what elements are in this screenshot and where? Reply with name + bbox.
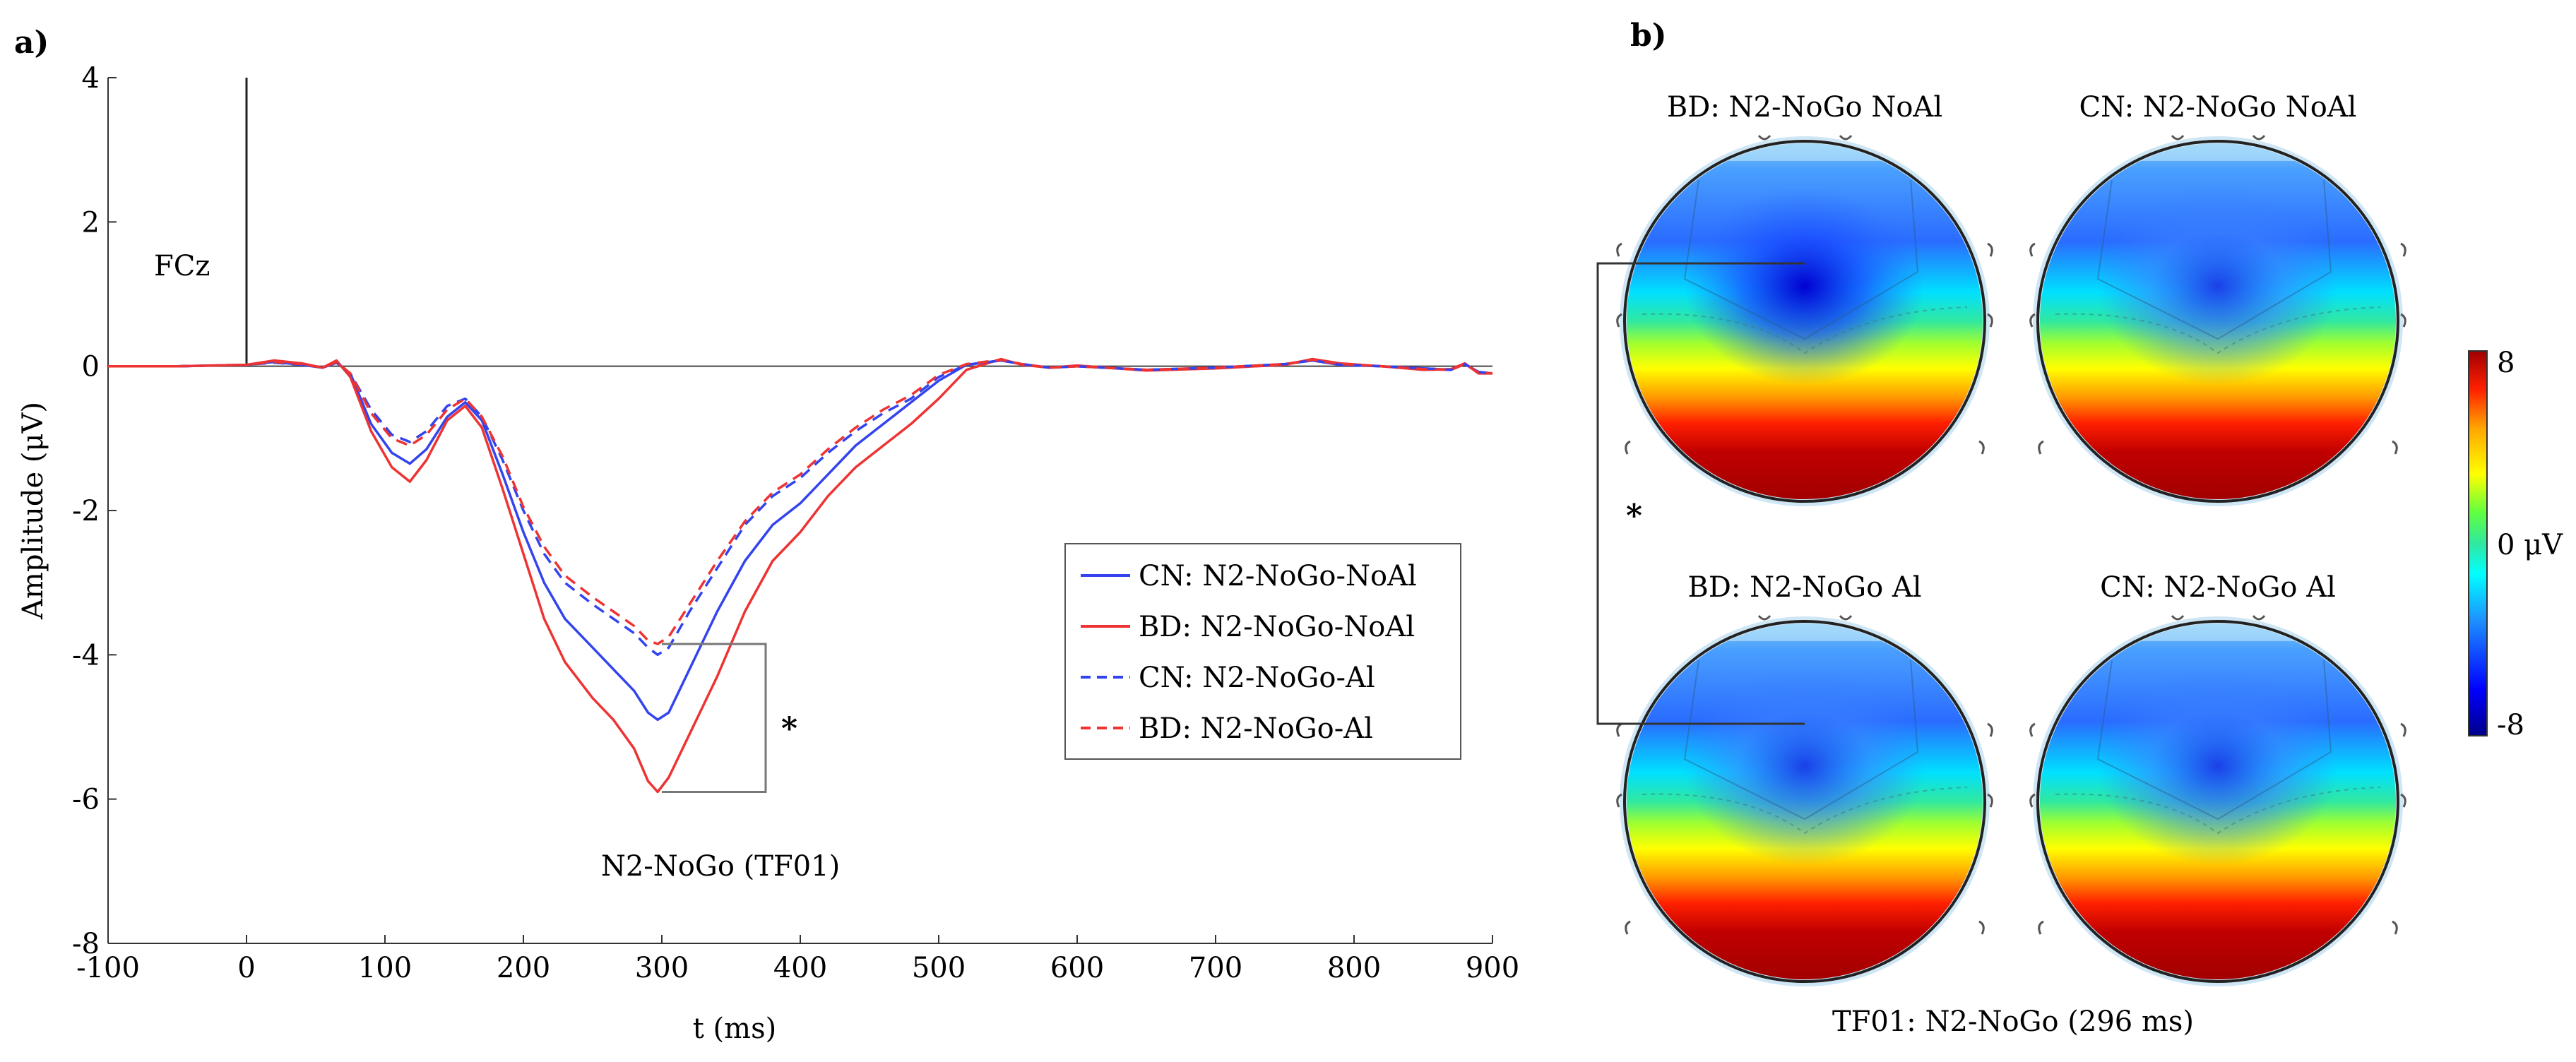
contour-line — [1683, 660, 1919, 821]
topomap-significance-bracket — [1596, 262, 1805, 725]
series-line-4 — [108, 358, 1492, 645]
x-tick-label: 900 — [1466, 952, 1519, 984]
x-tick-label: 0 — [237, 952, 255, 984]
legend-box — [1064, 543, 1461, 760]
contour-line — [2096, 660, 2332, 821]
topomap-title-2: CN: N2-NoGo NoAl — [2079, 91, 2357, 124]
contour-line — [2055, 306, 2381, 354]
x-tick-label: -100 — [76, 952, 140, 984]
contour-line — [1642, 306, 1968, 354]
significance-bracket — [662, 643, 767, 793]
head-outline — [1623, 620, 1986, 983]
topomap-3 — [1616, 615, 1993, 986]
legend-label-2: BD: N2-NoGo-NoAl — [1139, 611, 1415, 643]
plot-axes — [107, 78, 1492, 944]
head-ear-marks — [2392, 722, 2406, 935]
negative-focus — [2098, 667, 2338, 865]
panel-b-label: b) — [1630, 18, 1667, 54]
head-outline — [1623, 140, 1986, 503]
head-ear-marks — [1978, 242, 1993, 455]
topomap-title-1: BD: N2-NoGo NoAl — [1667, 91, 1942, 124]
legend: CN: N2-NoGo-NoAl BD: N2-NoGo-NoAl CN: N2-N… — [1064, 543, 1461, 760]
plot-series — [108, 357, 1492, 794]
head-ear-marks — [1616, 242, 1631, 455]
x-axis-label: t (ms) — [693, 1013, 776, 1045]
y-tick-label: -8 — [72, 928, 100, 960]
significance-star: * — [781, 711, 797, 747]
head-tick-marks — [2171, 615, 2266, 621]
negative-focus — [2098, 187, 2338, 385]
head-ear-marks — [1978, 722, 1993, 935]
head-tick-marks — [2171, 135, 2266, 141]
y-axis-label: Amplitude (μV) — [17, 402, 49, 620]
legend-label-1: CN: N2-NoGo-NoAl — [1139, 560, 1417, 592]
topomap-1 — [1616, 135, 1993, 506]
head-ear-marks — [2392, 242, 2406, 455]
topomap-4 — [2029, 615, 2406, 986]
topomap-2 — [2029, 135, 2406, 506]
axis-ticks: -100 0 100 200 300 400 500 600 700 800 900 4 2 0 -2 -4 -… — [72, 62, 1519, 984]
x-tick-label: 500 — [912, 952, 966, 984]
x-tick-label: 400 — [773, 952, 827, 984]
contour-line — [2055, 787, 2381, 835]
y-tick-label: 2 — [82, 206, 100, 239]
x-tick-label: 200 — [497, 952, 550, 984]
y-tick-label: 4 — [82, 62, 100, 95]
y-tick-label: 0 — [82, 351, 100, 383]
head-ear-marks — [2029, 722, 2044, 935]
topomap-caption: TF01: N2-NoGo (296 ms) — [1832, 1006, 2194, 1038]
channel-label: FCz — [154, 250, 210, 282]
contour-line — [1683, 179, 1919, 340]
x-tick-label: 700 — [1189, 952, 1242, 984]
component-label: N2-NoGo (TF01) — [601, 850, 840, 883]
head-outline — [2036, 140, 2399, 503]
colorbar-min-label: -8 — [2497, 709, 2524, 741]
y-tick-label: -4 — [72, 639, 100, 672]
head-outline — [2036, 620, 2399, 983]
y-tick-label: -6 — [72, 784, 100, 816]
x-tick-label: 600 — [1050, 952, 1104, 984]
colorbar-max-label: 8 — [2497, 347, 2515, 379]
contour-line — [2096, 179, 2332, 340]
topomap-title-3: BD: N2-NoGo Al — [1687, 571, 1921, 604]
head-tick-marks — [1757, 135, 1853, 141]
legend-label-3: CN: N2-NoGo-Al — [1139, 662, 1375, 694]
head-tick-marks — [1757, 615, 1853, 621]
x-tick-label: 100 — [358, 952, 412, 984]
topomap-title-4: CN: N2-NoGo Al — [2100, 571, 2336, 604]
topomap-significance-star: * — [1626, 498, 1642, 534]
negative-focus — [1685, 667, 1925, 865]
head-ear-marks — [2029, 242, 2044, 455]
legend-label-4: BD: N2-NoGo-Al — [1139, 712, 1373, 745]
x-tick-label: 300 — [635, 952, 689, 984]
contour-line — [1642, 787, 1968, 835]
colorbar-gradient — [2468, 350, 2488, 736]
negative-focus — [1685, 187, 1925, 385]
colorbar — [2468, 350, 2488, 736]
colorbar-mid-label: 0 μV — [2497, 529, 2563, 561]
panel-a-label: a) — [14, 25, 49, 61]
x-tick-label: 800 — [1327, 952, 1381, 984]
y-tick-label: -2 — [72, 495, 100, 527]
